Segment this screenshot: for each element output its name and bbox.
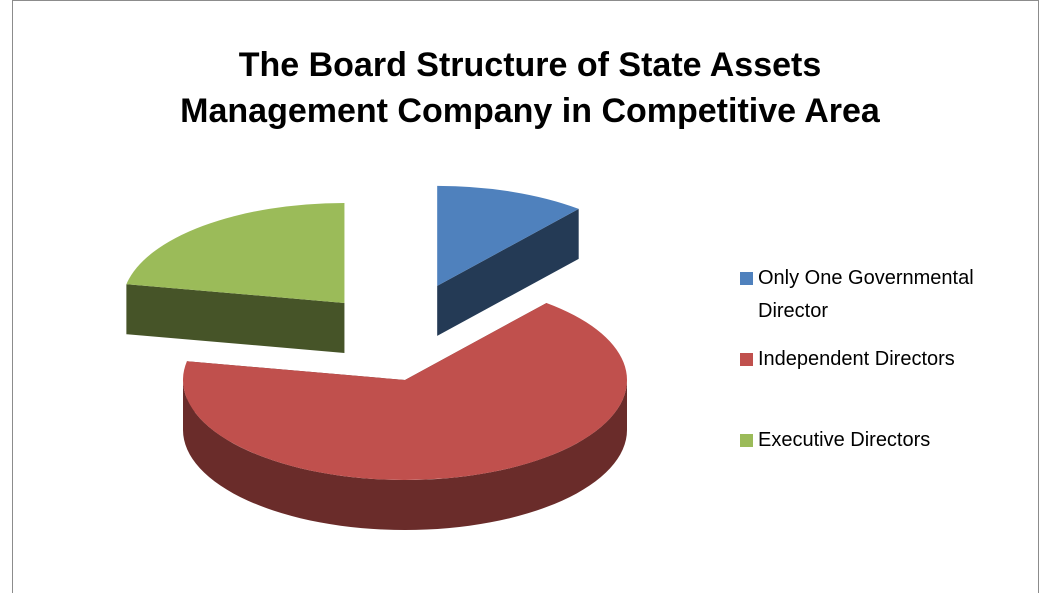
legend-label: Independent Directors <box>758 348 955 370</box>
pie-slice <box>182 302 627 480</box>
chart-border <box>12 0 1039 593</box>
legend-item: Executive Directors <box>740 424 1030 505</box>
pie-slice <box>437 185 579 286</box>
legend: Only One Governmental Director Independen… <box>740 262 1030 505</box>
legend-label: Executive Directors <box>758 429 931 451</box>
slice-cut-face <box>437 208 579 336</box>
legend-swatch <box>740 353 753 366</box>
slice-side <box>183 380 627 530</box>
legend-swatch <box>740 434 753 447</box>
legend-item: Only One Governmental Director <box>740 262 1030 343</box>
pie-slice <box>126 202 345 303</box>
legend-item: Independent Directors <box>740 343 1030 424</box>
legend-label: Only One Governmental Director <box>758 267 974 322</box>
slice-cut-face <box>126 284 345 353</box>
legend-swatch <box>740 272 753 285</box>
chart-title: The Board Structure of State Assets Mana… <box>180 46 880 130</box>
